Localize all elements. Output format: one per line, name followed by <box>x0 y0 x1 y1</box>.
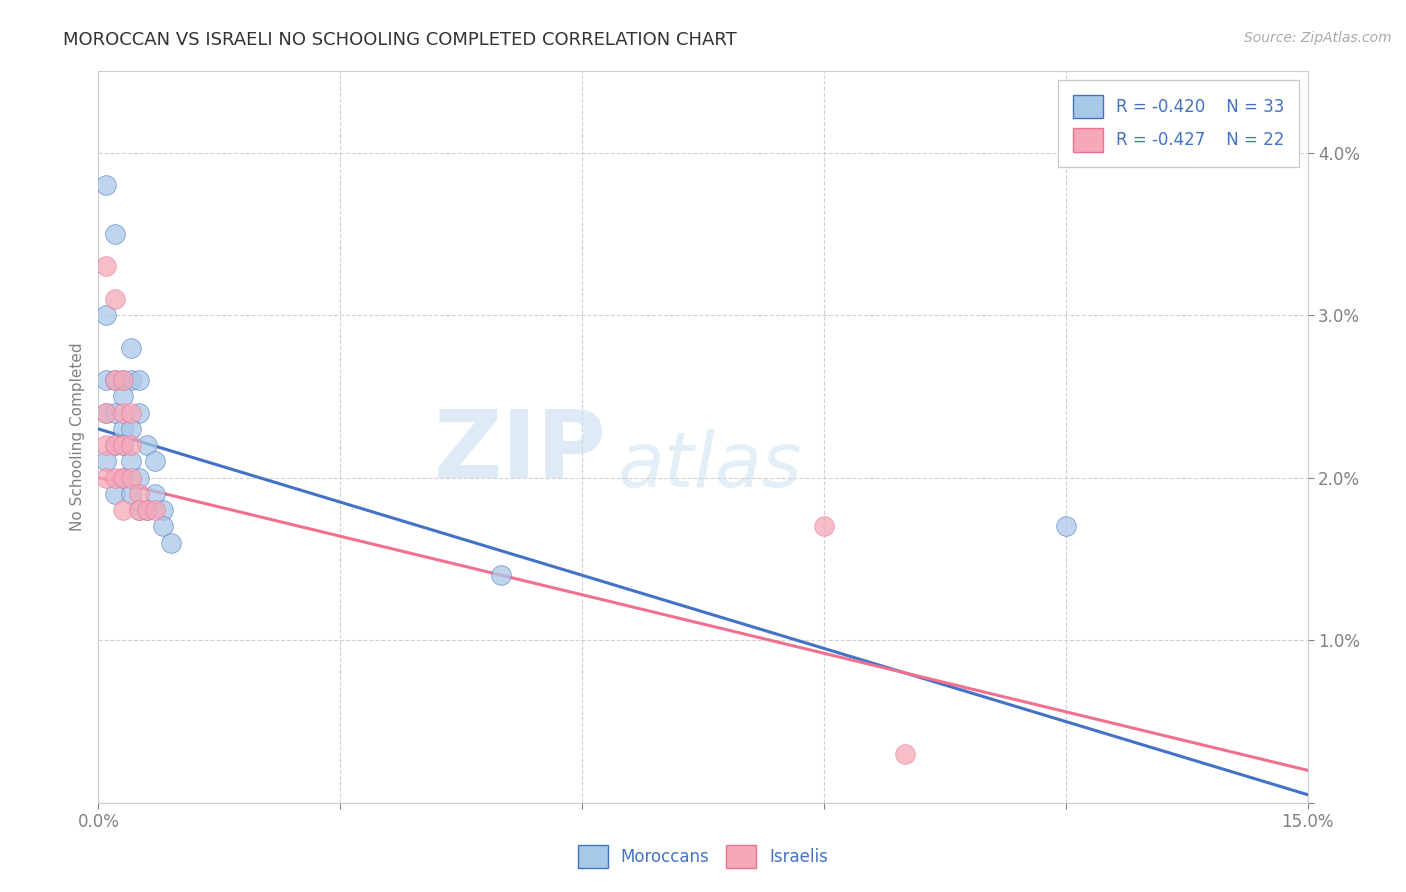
Point <box>103 406 125 420</box>
Point <box>143 454 166 468</box>
Point <box>111 406 134 420</box>
Point <box>103 227 125 241</box>
Point <box>103 373 125 387</box>
Point <box>143 487 166 501</box>
Point <box>111 438 134 452</box>
Point <box>120 471 142 485</box>
Point <box>96 178 118 193</box>
Point <box>111 471 134 485</box>
Point <box>103 471 125 485</box>
Point <box>120 406 142 420</box>
Point <box>96 454 118 468</box>
Point <box>120 487 142 501</box>
Point <box>111 373 134 387</box>
Point <box>111 438 134 452</box>
Point <box>103 438 125 452</box>
Point <box>96 406 118 420</box>
Point <box>152 519 174 533</box>
Point <box>103 438 125 452</box>
Point <box>128 503 150 517</box>
Point <box>96 471 118 485</box>
Point <box>893 747 915 761</box>
Point <box>491 568 513 582</box>
Text: Source: ZipAtlas.com: Source: ZipAtlas.com <box>1244 31 1392 45</box>
Point <box>128 471 150 485</box>
Point <box>135 503 157 517</box>
Point <box>96 373 118 387</box>
Point <box>111 389 134 403</box>
Point <box>96 406 118 420</box>
Point <box>135 438 157 452</box>
Point <box>120 373 142 387</box>
Point <box>111 503 134 517</box>
Point <box>96 438 118 452</box>
Point <box>120 438 142 452</box>
Point <box>103 373 125 387</box>
Point <box>135 503 157 517</box>
Point <box>1054 519 1077 533</box>
Point <box>103 487 125 501</box>
Point <box>111 373 134 387</box>
Point <box>111 422 134 436</box>
Point <box>813 519 835 533</box>
Point <box>96 260 118 274</box>
Point <box>160 535 183 549</box>
Point <box>120 422 142 436</box>
Point <box>111 471 134 485</box>
Point <box>120 454 142 468</box>
Y-axis label: No Schooling Completed: No Schooling Completed <box>69 343 84 532</box>
Text: MOROCCAN VS ISRAELI NO SCHOOLING COMPLETED CORRELATION CHART: MOROCCAN VS ISRAELI NO SCHOOLING COMPLET… <box>63 31 737 49</box>
Point <box>143 503 166 517</box>
Legend: Moroccans, Israelis: Moroccans, Israelis <box>571 838 835 875</box>
Point <box>152 503 174 517</box>
Point <box>128 487 150 501</box>
Point <box>120 341 142 355</box>
Point <box>103 292 125 306</box>
Text: ZIP: ZIP <box>433 406 606 498</box>
Point <box>128 503 150 517</box>
Point <box>96 308 118 322</box>
Point <box>128 373 150 387</box>
Text: atlas: atlas <box>619 429 803 503</box>
Point <box>128 406 150 420</box>
